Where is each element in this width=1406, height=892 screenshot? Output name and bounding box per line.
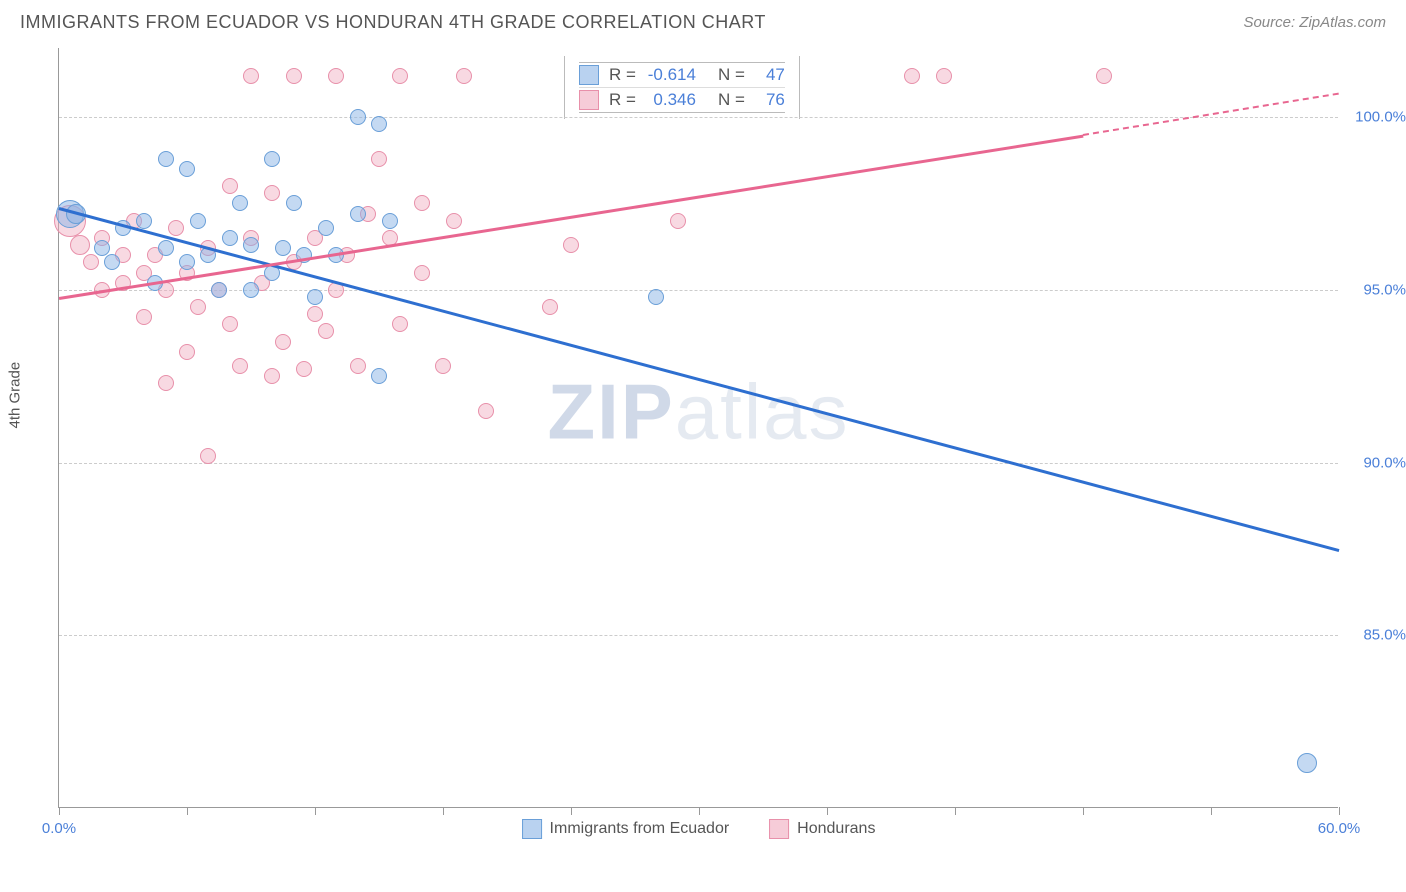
scatter-point-pink — [478, 403, 494, 419]
scatter-point-blue — [158, 151, 174, 167]
scatter-point-pink — [243, 68, 259, 84]
scatter-point-blue — [382, 213, 398, 229]
gridline-h — [59, 117, 1338, 118]
chart-plot-area: ZIPatlas R = -0.614 N = 47 R = 0.346 N =… — [58, 48, 1338, 808]
scatter-point-pink — [179, 344, 195, 360]
scatter-point-pink — [414, 195, 430, 211]
scatter-point-blue — [371, 116, 387, 132]
scatter-point-pink — [456, 68, 472, 84]
scatter-point-blue — [648, 289, 664, 305]
series-legend: Immigrants from Ecuador Hondurans — [522, 819, 876, 839]
xtick — [315, 807, 316, 815]
scatter-point-blue — [318, 220, 334, 236]
xtick-label: 0.0% — [42, 820, 76, 837]
y-axis-label: 4th Grade — [7, 362, 24, 429]
scatter-point-pink — [168, 220, 184, 236]
scatter-point-pink — [435, 358, 451, 374]
scatter-point-blue — [243, 282, 259, 298]
scatter-point-blue — [350, 206, 366, 222]
scatter-point-pink — [200, 448, 216, 464]
xtick — [955, 807, 956, 815]
scatter-point-blue — [371, 368, 387, 384]
scatter-point-pink — [286, 68, 302, 84]
scatter-point-blue — [136, 213, 152, 229]
xtick-label: 60.0% — [1318, 820, 1361, 837]
scatter-point-pink — [232, 358, 248, 374]
scatter-point-blue — [286, 195, 302, 211]
scatter-point-blue — [1297, 753, 1317, 773]
scatter-point-blue — [307, 289, 323, 305]
xtick — [59, 807, 60, 815]
scatter-point-pink — [904, 68, 920, 84]
scatter-point-pink — [328, 68, 344, 84]
xtick — [443, 807, 444, 815]
scatter-point-blue — [158, 240, 174, 256]
scatter-point-blue — [275, 240, 291, 256]
gridline-h — [59, 635, 1338, 636]
trendline-pink — [1083, 93, 1339, 136]
scatter-point-pink — [136, 309, 152, 325]
ytick-label: 85.0% — [1363, 627, 1406, 644]
scatter-point-pink — [1096, 68, 1112, 84]
scatter-point-pink — [446, 213, 462, 229]
scatter-point-pink — [190, 299, 206, 315]
swatch-blue-icon — [522, 819, 542, 839]
scatter-point-blue — [190, 213, 206, 229]
scatter-point-blue — [94, 240, 110, 256]
scatter-point-blue — [243, 237, 259, 253]
scatter-point-pink — [264, 185, 280, 201]
legend-item-ecuador: Immigrants from Ecuador — [522, 819, 730, 839]
xtick — [827, 807, 828, 815]
scatter-point-pink — [542, 299, 558, 315]
xtick — [1211, 807, 1212, 815]
scatter-point-pink — [222, 178, 238, 194]
scatter-point-pink — [414, 265, 430, 281]
legend-row-ecuador: R = -0.614 N = 47 — [579, 62, 785, 87]
scatter-point-pink — [307, 306, 323, 322]
correlation-legend: R = -0.614 N = 47 R = 0.346 N = 76 — [564, 56, 800, 119]
xtick — [571, 807, 572, 815]
scatter-point-pink — [392, 316, 408, 332]
xtick — [1339, 807, 1340, 815]
scatter-point-pink — [350, 358, 366, 374]
trendline-pink — [59, 134, 1083, 299]
ytick-label: 90.0% — [1363, 454, 1406, 471]
scatter-point-blue — [179, 161, 195, 177]
scatter-point-pink — [392, 68, 408, 84]
chart-title: IMMIGRANTS FROM ECUADOR VS HONDURAN 4TH … — [20, 12, 766, 33]
scatter-point-pink — [264, 368, 280, 384]
source-label: Source: ZipAtlas.com — [1243, 14, 1386, 31]
legend-item-honduran: Hondurans — [769, 819, 875, 839]
scatter-point-blue — [232, 195, 248, 211]
swatch-pink-icon — [769, 819, 789, 839]
scatter-point-pink — [158, 375, 174, 391]
xtick — [1083, 807, 1084, 815]
scatter-point-blue — [104, 254, 120, 270]
swatch-blue-icon — [579, 65, 599, 85]
xtick — [699, 807, 700, 815]
scatter-point-pink — [296, 361, 312, 377]
legend-row-honduran: R = 0.346 N = 76 — [579, 87, 785, 113]
scatter-point-blue — [179, 254, 195, 270]
swatch-pink-icon — [579, 90, 599, 110]
ytick-label: 100.0% — [1355, 109, 1406, 126]
scatter-point-pink — [936, 68, 952, 84]
scatter-point-pink — [371, 151, 387, 167]
scatter-point-blue — [264, 151, 280, 167]
ytick-label: 95.0% — [1363, 281, 1406, 298]
scatter-point-blue — [350, 109, 366, 125]
scatter-point-pink — [318, 323, 334, 339]
scatter-point-pink — [222, 316, 238, 332]
scatter-point-blue — [222, 230, 238, 246]
trendline-blue — [59, 207, 1340, 551]
scatter-point-pink — [70, 235, 90, 255]
scatter-point-pink — [83, 254, 99, 270]
xtick — [187, 807, 188, 815]
scatter-point-pink — [563, 237, 579, 253]
scatter-point-pink — [670, 213, 686, 229]
gridline-h — [59, 463, 1338, 464]
scatter-point-blue — [211, 282, 227, 298]
scatter-point-pink — [275, 334, 291, 350]
